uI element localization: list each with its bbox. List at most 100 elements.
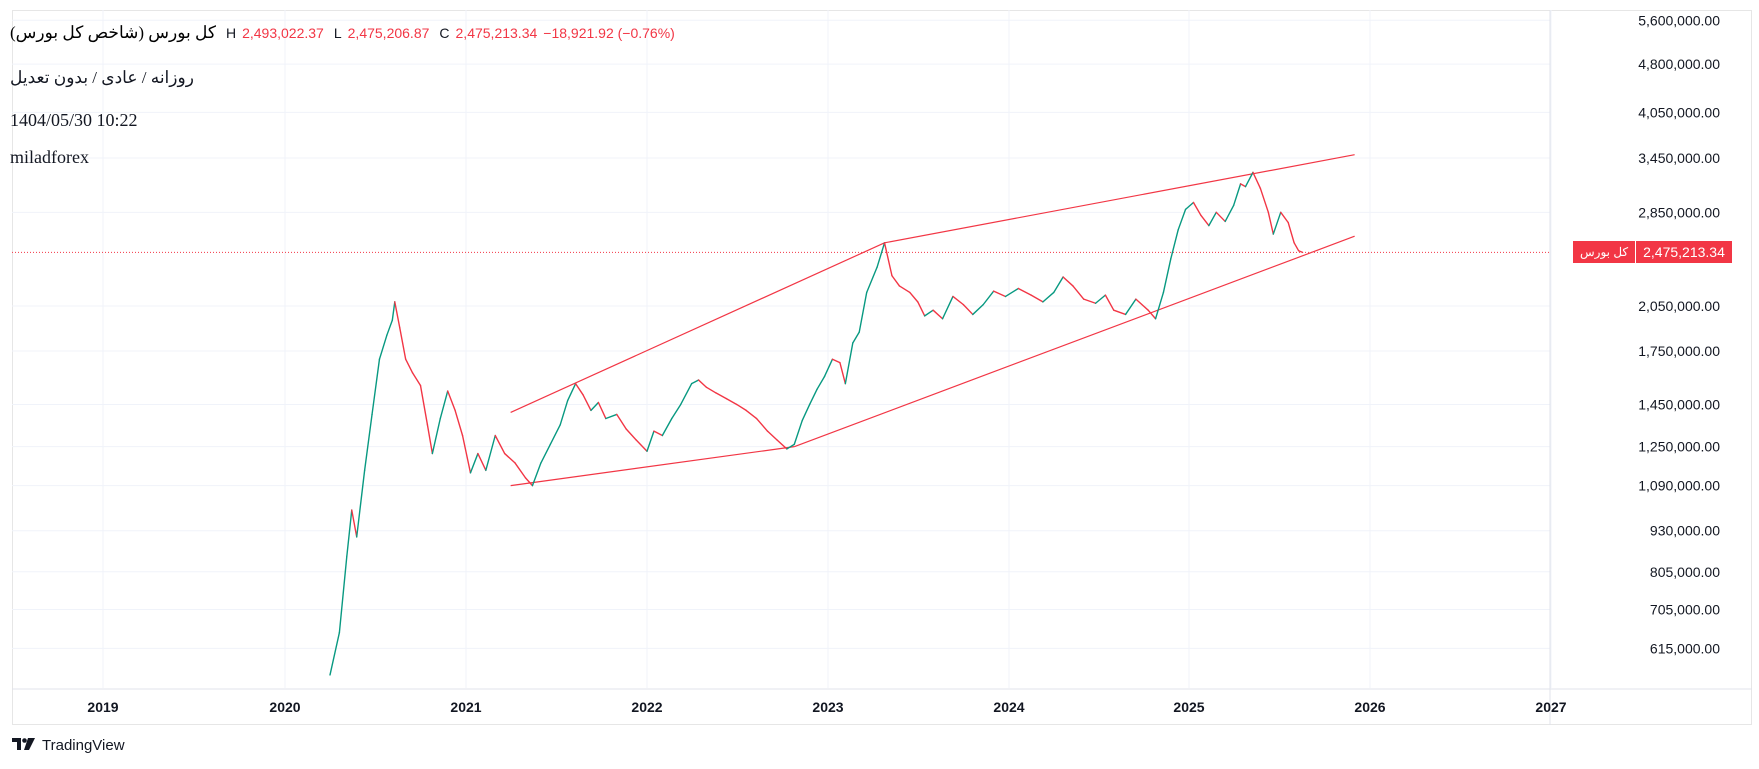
price-segment [1083,298,1097,304]
price-segment [1072,285,1085,300]
price-segment [431,417,441,455]
price-axis-label: 930,000.00 [1650,523,1720,539]
price-segment [909,291,919,303]
tradingview-brand[interactable]: TradingView [12,737,125,754]
price-segment [844,342,854,385]
price-segment [1030,294,1044,303]
price-segment [485,434,496,472]
price-segment [371,358,381,416]
price-segment [439,390,449,420]
time-axis-label: 2025 [1173,699,1204,715]
price-segment [1293,242,1300,252]
change-value: −18,921.92 (−0.76%) [543,25,675,41]
price-segment [646,430,655,452]
last-price-symbol: کل بورس [1573,241,1637,264]
price-segment [635,439,648,452]
chart-panel[interactable] [12,10,1752,725]
price-segment [1177,208,1187,231]
price-axis-label: 2,050,000.00 [1638,298,1720,314]
price-segment [992,290,1007,298]
price-segment [865,266,878,294]
ohlc-legend: کل بورس (شاخص کل بورس) H 2,493,022.37 L 2,… [10,23,675,43]
price-segment [503,452,516,464]
last-price-value: 2,475,213.34 [1636,241,1732,264]
price-segment [1208,211,1217,227]
price-segment [477,452,487,472]
price-segment [1147,309,1157,320]
price-axis-label: 705,000.00 [1650,601,1720,617]
price-segment [831,358,841,364]
symbol-title[interactable]: کل بورس (شاخص کل بورس) [10,23,216,42]
price-segment [941,295,954,320]
price-segment [1272,211,1282,235]
price-segment [705,386,717,394]
price-segment [839,361,847,385]
price-segment [932,309,944,320]
price-segment [447,390,456,412]
low-label: L [333,25,342,41]
chart-author: miladforex [10,147,89,167]
price-segment [1244,171,1254,188]
high-label: H [225,25,237,41]
price-axis-label: 1,090,000.00 [1638,478,1720,494]
time-axis-label: 2022 [631,699,662,715]
close-value: 2,475,213.34 [455,25,538,41]
price-segment [1200,214,1210,227]
price-segment [876,242,886,268]
price-segment [338,555,348,634]
price-segment [1184,201,1195,211]
high-value: 2,493,022.37 [242,25,324,41]
tradingview-logo-icon [12,737,36,754]
price-segment [786,443,795,450]
price-segment [540,443,552,464]
price-segment [776,439,788,450]
time-axis-label: 2027 [1535,699,1566,715]
price-axis-label: 1,450,000.00 [1638,396,1720,412]
price-segment [363,413,373,472]
price-segment [514,462,527,479]
price-segment [346,509,353,558]
close-label: C [439,25,450,41]
price-segment [1297,250,1304,254]
price-segment [411,372,422,387]
price-segment [1232,183,1242,207]
price-segment [1042,291,1055,303]
price-segment [574,382,584,396]
price-segment [952,295,965,306]
price-segment [917,301,926,317]
price-axis-label: 615,000.00 [1650,640,1720,656]
price-segment [962,303,974,316]
price-segment [736,403,747,412]
price-segment [391,301,396,321]
price-segment [755,417,769,432]
price-segment [582,394,592,412]
price-segment [356,469,366,538]
price-segment [469,452,479,474]
price-axis-label: 1,750,000.00 [1638,343,1720,359]
price-segment [404,358,414,374]
price-segment [891,275,901,287]
price-segment [1154,291,1165,320]
price-segment [793,419,803,446]
price-segment [616,413,627,430]
last-price-badge: کل بورس 2,475,213.34 [1573,241,1732,264]
price-segment [653,430,664,437]
trend-line [510,242,885,413]
time-axis-label: 2026 [1354,699,1385,715]
time-axis-label: 2021 [450,699,481,715]
price-segment [590,401,600,412]
price-segment [852,331,860,344]
price-axis-label: 3,450,000.00 [1638,150,1720,166]
price-segment [745,409,758,420]
price-segment [1287,221,1295,244]
price-segment [923,309,934,317]
price-segment [1053,276,1064,294]
price-segment [898,285,911,294]
price-segment [1252,171,1262,190]
price-axis-label: 805,000.00 [1650,564,1720,580]
price-segment [725,397,738,406]
price-segment [1239,183,1247,188]
price-segment [1280,211,1289,224]
price-segment [426,424,434,455]
